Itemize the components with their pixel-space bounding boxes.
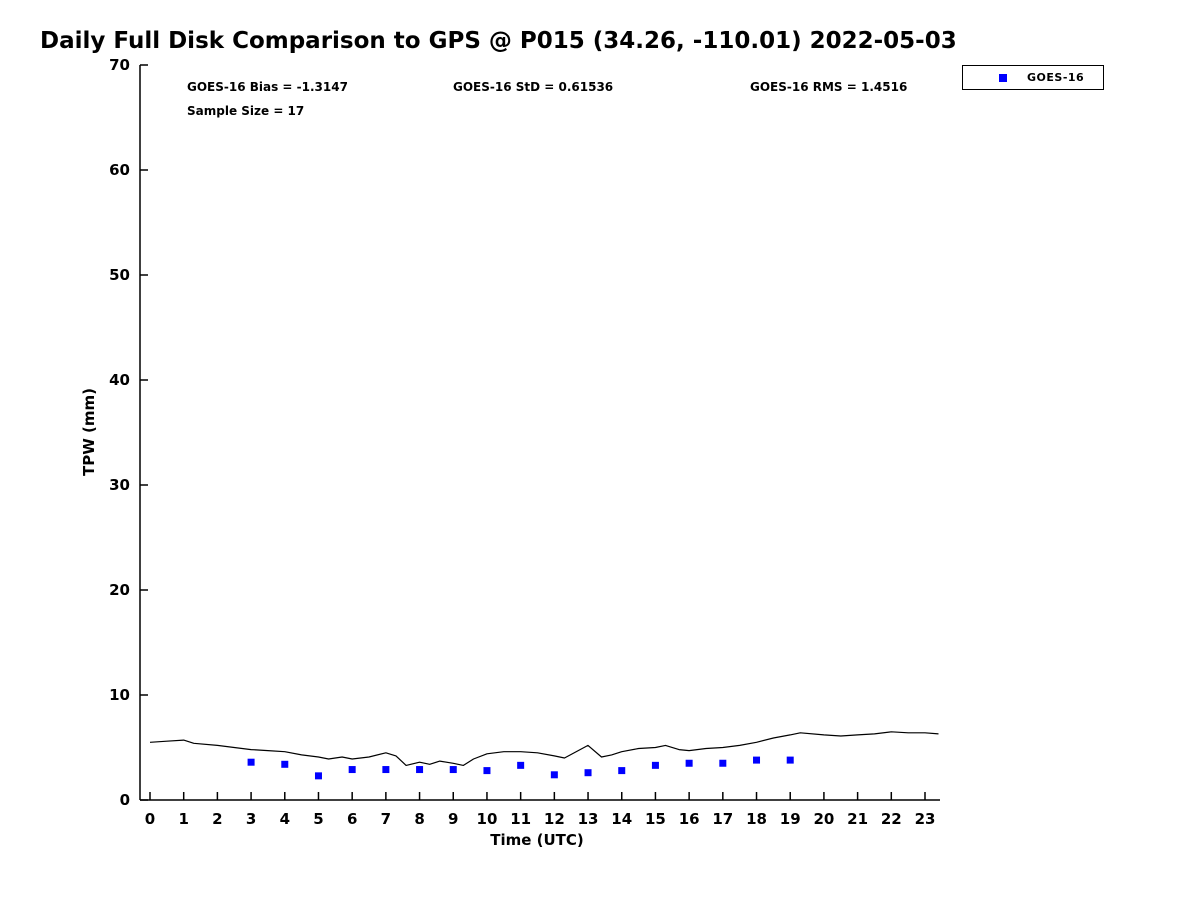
goes16-marker: [517, 761, 525, 769]
x-axis-label: Time (UTC): [490, 831, 584, 849]
x-tick-label: 13: [578, 810, 599, 828]
x-tick-label: 23: [915, 810, 936, 828]
gps-line: [149, 731, 939, 766]
y-tick-label: 50: [109, 266, 130, 284]
x-tick-label: 22: [881, 810, 902, 828]
legend-square-marker-icon: [999, 73, 1007, 82]
goes16-marker: [348, 766, 356, 774]
chart-title: Daily Full Disk Comparison to GPS @ P015…: [40, 28, 957, 54]
x-tick-label: 4: [280, 810, 290, 828]
x-tick-label: 15: [645, 810, 666, 828]
goes16-marker: [416, 766, 424, 774]
x-tick-label: 0: [145, 810, 155, 828]
x-tick-label: 2: [212, 810, 222, 828]
goes16-marker: [314, 772, 322, 780]
x-tick-label: 21: [847, 810, 868, 828]
y-tick-label: 40: [109, 371, 130, 389]
x-tick-label: 18: [746, 810, 767, 828]
x-tick-label: 1: [178, 810, 188, 828]
x-tick-label: 10: [477, 810, 498, 828]
goes16-marker: [247, 758, 255, 766]
x-tick-label: 12: [544, 810, 565, 828]
goes16-marker: [281, 760, 289, 768]
y-tick-label: 20: [109, 581, 130, 599]
goes16-marker: [618, 767, 626, 775]
stat-rms: GOES-16 RMS = 1.4516: [750, 80, 908, 94]
x-tick-label: 7: [381, 810, 391, 828]
goes16-marker: [685, 759, 693, 767]
x-tick-label: 19: [780, 810, 801, 828]
x-tick-label: 14: [611, 810, 632, 828]
y-tick-label: 0: [120, 791, 130, 809]
x-tick-label: 9: [448, 810, 458, 828]
legend: GOES-16: [962, 65, 1104, 90]
x-tick-label: 20: [813, 810, 834, 828]
x-tick-label: 11: [510, 810, 531, 828]
x-tick-label: 17: [712, 810, 733, 828]
x-tick-label: 16: [679, 810, 700, 828]
x-tick-label: 6: [347, 810, 357, 828]
goes16-marker: [719, 759, 727, 767]
y-tick-label: 10: [109, 686, 130, 704]
goes16-marker: [550, 771, 558, 779]
stat-bias: GOES-16 Bias = -1.3147: [187, 80, 348, 94]
goes16-marker: [382, 766, 390, 774]
goes16-marker: [449, 766, 457, 774]
stat-std: GOES-16 StD = 0.61536: [453, 80, 614, 94]
goes16-marker: [753, 756, 761, 764]
goes16-marker: [651, 761, 659, 769]
goes16-marker: [483, 767, 491, 775]
x-tick-label: 8: [414, 810, 424, 828]
y-tick-label: 30: [109, 476, 130, 494]
y-tick-label: 60: [109, 161, 130, 179]
x-tick-label: 5: [313, 810, 323, 828]
legend-label: GOES-16: [1027, 71, 1085, 84]
stat-sample-size: Sample Size = 17: [187, 104, 305, 118]
y-tick-label: 70: [109, 56, 130, 74]
goes16-marker: [584, 769, 592, 777]
goes16-marker: [786, 756, 794, 764]
x-tick-label: 3: [246, 810, 256, 828]
